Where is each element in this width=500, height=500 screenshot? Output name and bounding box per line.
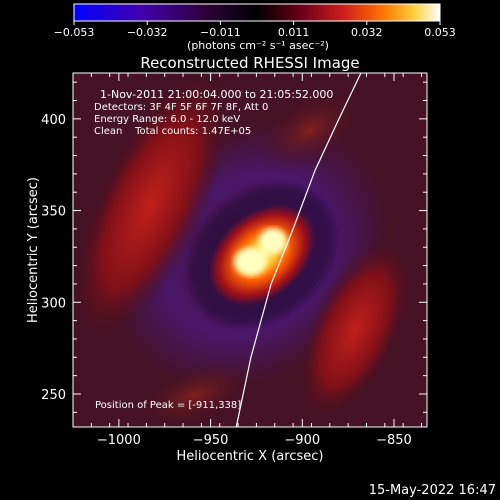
annotation-detectors: Detectors: 3F 4F 5F 6F 7F 8F, Att 0 [94, 102, 268, 113]
heatmap-image [73, 73, 427, 427]
x-tick-label: −900 [284, 433, 320, 448]
sidelobe-band [296, 237, 414, 423]
sidelobe-band [73, 73, 231, 343]
annotation-time: 1-Nov-2011 21:00:04.000 to 21:05:52.000 [100, 88, 333, 101]
peak-position-label: Position of Peak = [-911,338] [95, 400, 241, 411]
solar-limb-curve [235, 73, 362, 427]
colorbar-unit-label: (photons cm⁻² s⁻¹ asec⁻²) [187, 39, 329, 52]
y-tick-label: 300 [41, 296, 66, 311]
annotation-clean: Clean Total counts: 1.47E+05 [94, 126, 251, 137]
y-axis-ticks: 250 300 350 400 [41, 81, 427, 413]
annotation-block: 1-Nov-2011 21:00:04.000 to 21:05:52.000 … [94, 88, 333, 137]
colorbar-tick-label: 0.011 [278, 26, 310, 39]
x-axis-label: Heliocentric X (arcsec) [177, 449, 324, 464]
sidelobe-band [255, 87, 365, 173]
plot-frame [72, 72, 428, 428]
colorbar-tick-label: −0.011 [200, 26, 241, 39]
colorbar-gradient [73, 3, 441, 22]
colorbar-tick-label: −0.053 [54, 26, 95, 39]
annotation-energy: Energy Range: 6.0 - 12.0 keV [94, 114, 240, 125]
colorbar-tick-label: 0.053 [424, 26, 456, 39]
colorbar-ticks: −0.053 −0.032 −0.011 0.011 0.032 0.053 [54, 21, 456, 39]
x-tick-label: −1000 [97, 433, 141, 448]
sidelobe-band [133, 359, 257, 427]
x-tick-label: −850 [376, 433, 412, 448]
x-tick-label: −950 [193, 433, 229, 448]
y-tick-label: 400 [41, 113, 66, 128]
colorbar-tick-label: 0.032 [351, 26, 383, 39]
x-axis-ticks: −1000 −950 −900 −850 [72, 73, 422, 448]
y-tick-label: 350 [41, 205, 66, 220]
chart-title: Reconstructed RHESSI Image [140, 54, 359, 72]
colorbar: −0.053 −0.032 −0.011 0.011 0.032 0.053 (photo… [54, 3, 456, 52]
footer-date: 15-May-2022 16:47 [369, 483, 496, 498]
colorbar-tick-label: −0.032 [127, 26, 168, 39]
y-tick-label: 250 [41, 388, 66, 403]
y-axis-label: Heliocentric Y (arcsec) [26, 177, 41, 323]
